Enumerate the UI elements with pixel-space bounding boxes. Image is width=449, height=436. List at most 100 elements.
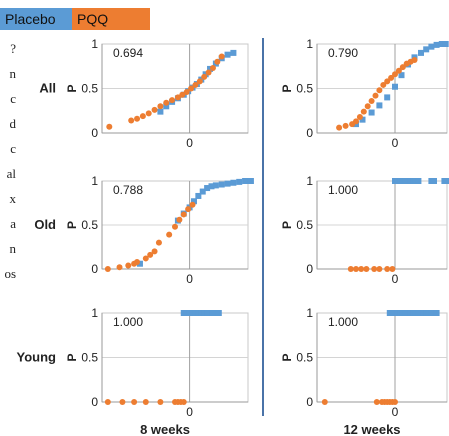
plot-all-12-pqq-point: [372, 92, 379, 99]
plot-all-8-pqq-point: [209, 65, 216, 72]
plot-all-12-placebo-point: [433, 41, 440, 48]
plot-old-8-placebo-point: [199, 188, 206, 195]
plot-all-8-placebo-point: [224, 51, 231, 58]
plot-old-8-placebo-point: [236, 178, 243, 185]
plot-old-12-pqq-point: [358, 266, 365, 272]
plot-old-12-pqq-point: [384, 266, 391, 272]
plot-old-8-pqq-point: [116, 264, 123, 271]
plot-all-12-placebo-point: [376, 102, 383, 109]
background-text-fragment: ? n c d c al x a n os: [0, 36, 16, 286]
legend-pqq-label: PQQ: [77, 11, 109, 27]
bg-text-5: al: [6, 166, 16, 181]
plot-young-12-pqq-point: [373, 399, 380, 405]
bg-text-4: c: [10, 141, 16, 156]
plot-old-8-pqq-point: [185, 206, 192, 213]
legend-placebo-label: Placebo: [5, 11, 56, 27]
plot-all-8-pqq-point: [196, 78, 203, 85]
plot-old-12-pqq-point: [363, 266, 370, 272]
bg-text-1: n: [9, 66, 17, 81]
plot-all-8-xtick-label: 0: [186, 136, 193, 150]
plot-old-12-placebo-point: [415, 178, 422, 184]
plot-old-8-pqq-point: [104, 266, 111, 272]
plot-old-8-pqq-point: [180, 211, 187, 218]
plot-old-8-annotation: 0.788: [113, 183, 143, 197]
plot-all-12-pqq-point: [411, 57, 418, 64]
plot-all-8-pqq-point: [128, 117, 135, 124]
plot-all-12-pqq-point: [368, 97, 375, 104]
plot-old-8-xtick-label: 0: [186, 272, 193, 286]
plot-old-8-pqq-point: [155, 239, 162, 246]
plot-young-8-ylabel: P: [65, 353, 79, 361]
plot-young-8-placebo-point: [215, 310, 222, 316]
plot-all-8-pqq-point: [174, 94, 181, 101]
plot-old-8-row-label: Old: [34, 217, 56, 232]
plot-all-8-pqq-point: [201, 73, 208, 80]
plot-all-8-row-label: All: [39, 81, 56, 96]
plot-all-8-placebo-point: [230, 49, 237, 56]
plot-all-8-pqq-point: [157, 103, 164, 110]
plot-all-8-placebo-point: [202, 71, 209, 78]
plot-young-8-pqq-point: [104, 399, 111, 405]
plot-young-12-ytick-label: 1: [306, 306, 313, 320]
plot-all-12-pqq-point: [364, 103, 371, 110]
plot-old-8-pqq-point: [166, 231, 173, 238]
bg-text-3: d: [9, 116, 17, 131]
plot-young-12-xtick-label: 0: [392, 405, 399, 419]
plot-all-12-pqq-point: [395, 67, 402, 74]
plot-young-8-xtick-label: 0: [186, 405, 193, 419]
plot-young-12-placebo-point: [415, 310, 422, 316]
plot-all-12-placebo-point: [368, 109, 375, 116]
plot-all-12-placebo-point: [428, 43, 435, 50]
plot-all-8-placebo-point: [163, 103, 170, 110]
plot-young-8-row-label: Young: [17, 350, 57, 365]
plot-young-12-annotation: 1.000: [328, 315, 358, 329]
plot-old-12-pqq-point: [353, 266, 359, 272]
plot-old-8-placebo-point: [242, 178, 249, 184]
bg-text-2: c: [10, 91, 16, 106]
plot-young-8-pqq-point: [142, 399, 149, 405]
plot-all-8-placebo-point: [157, 108, 164, 115]
column-divider: [262, 38, 264, 416]
plot-all-8-annotation: 0.694: [113, 46, 143, 60]
plot-all-8-ylabel: P: [65, 84, 79, 92]
plot-old-8-pqq-point: [189, 201, 196, 208]
plot-all-12-ytick-label: 1: [306, 37, 313, 51]
plot-all-12-ylabel: P: [280, 84, 294, 92]
bg-text-7: a: [10, 216, 16, 231]
plot-young-12-ylabel: P: [280, 353, 294, 361]
plot-old-12-ylabel: P: [280, 221, 294, 229]
plot-all-12-placebo-point: [384, 94, 391, 101]
plot-all-8-pqq-point: [205, 69, 212, 76]
plot-all-8-ytick-label: 0.5: [81, 82, 98, 96]
plot-young-12-pqq-point: [392, 399, 398, 405]
plot-young-8-pqq-point: [131, 399, 138, 405]
plot-all-12-pqq-point: [360, 108, 367, 115]
plot-young-12-ytick-label: 0: [306, 395, 313, 409]
plot-all-12-pqq-point: [380, 81, 387, 88]
plot-young-12-pqq-point: [321, 399, 328, 405]
plot-old-8-placebo-point: [136, 260, 143, 267]
plot-young-12-ytick-label: 0.5: [296, 351, 313, 365]
plot-all-12-pqq-point: [353, 118, 359, 125]
plot-all-8-pqq-point: [139, 113, 146, 120]
plot-all-12-placebo-point: [392, 83, 398, 90]
plot-old-8-pqq-point: [142, 255, 149, 262]
plot-all-12-pqq-point: [399, 64, 406, 71]
plot-old-8-pqq-point: [147, 251, 154, 258]
plot-all-8-pqq-point: [218, 53, 225, 60]
plot-old-8-pqq-point: [125, 262, 132, 269]
plot-old-12-ytick-label: 0: [306, 262, 313, 276]
plot-old-12-placebo-point: [444, 178, 449, 184]
plot-old-12-ytick-label: 1: [306, 174, 313, 188]
legend-pqq: PQQ: [72, 8, 150, 30]
plot-all-12-pqq-point: [376, 87, 383, 94]
plot-young-8-ytick-label: 0: [91, 395, 98, 409]
plot-old-8-pqq-point: [134, 258, 141, 265]
plot-young-8-ytick-label: 0.5: [81, 351, 98, 365]
plot-all-8-pqq-point: [106, 123, 113, 130]
plot-young-8-col-label: 8 weeks: [140, 422, 190, 436]
plot-all-12-xtick-label: 0: [392, 136, 399, 150]
plot-all-8-pqq-point: [169, 97, 176, 104]
plot-old-8-placebo-point: [247, 178, 254, 184]
